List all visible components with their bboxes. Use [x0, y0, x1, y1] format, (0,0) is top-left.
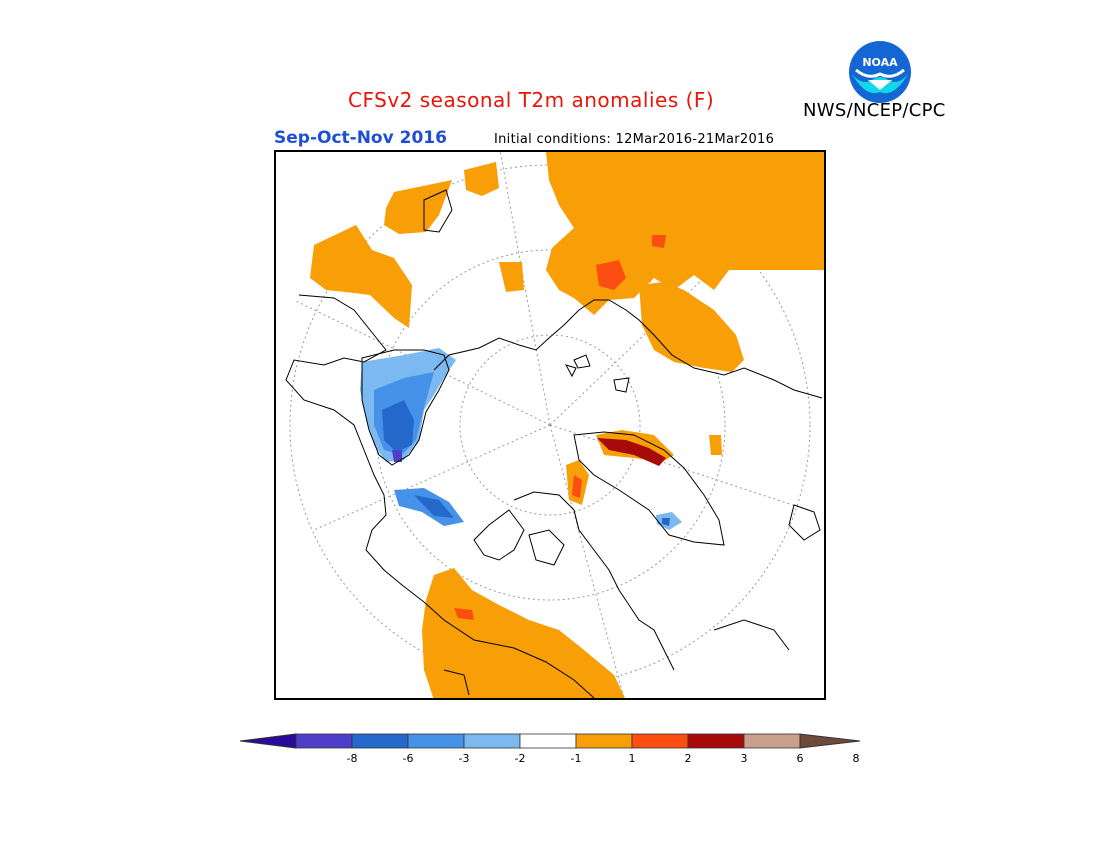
colorbar-tick-label: -3: [458, 752, 470, 765]
hemisphere-outline: [289, 164, 811, 686]
colorbar-bin: [463, 733, 521, 749]
colorbar-bin: [631, 733, 689, 749]
colorbar-tick-label: 1: [628, 752, 636, 765]
colorbar-tick-label: -8: [346, 752, 358, 765]
colorbar-tick-label: 2: [684, 752, 692, 765]
colorbar-arrow-right: [799, 733, 861, 749]
colorbar-bin: [575, 733, 633, 749]
colorbar-tick-label: 3: [740, 752, 748, 765]
cold-anomaly-regions: [360, 348, 682, 530]
colorbar-tick-label: 6: [796, 752, 804, 765]
coastlines: [285, 189, 823, 699]
season-label: Sep-Oct-Nov 2016: [274, 128, 447, 148]
map-border: [274, 150, 826, 700]
map-title: CFSv2 seasonal T2m anomalies (F): [348, 88, 715, 112]
colorbar-bins: [239, 733, 861, 749]
colorbar-tick-label: -1: [570, 752, 582, 765]
colorbar-bin: [743, 733, 801, 749]
colorbar: [239, 733, 861, 749]
colorbar-tick-label: -2: [514, 752, 526, 765]
colorbar-bin: [687, 733, 745, 749]
colorbar-bin: [519, 733, 577, 749]
colorbar-bin: [351, 733, 409, 749]
map-frame-content: [285, 151, 825, 699]
colorbar-tick-label: -6: [402, 752, 414, 765]
colorbar-bin: [295, 733, 353, 749]
latitude-circle: [374, 249, 726, 601]
colorbar-tick-label: 8: [852, 752, 860, 765]
anomaly-map: [274, 150, 826, 700]
agency-label: NWS/NCEP/CPC: [803, 100, 946, 121]
noaa-logo-text: NOAA: [862, 56, 898, 69]
colorbar-arrow-left: [239, 733, 297, 749]
noaa-logo-icon: NOAA: [849, 41, 911, 103]
initial-conditions-label: Initial conditions: 12Mar2016-21Mar2016: [494, 132, 775, 147]
colorbar-bin: [407, 733, 465, 749]
strong-warm-anomaly-regions: [454, 235, 666, 620]
warm-anomaly-regions: [310, 152, 825, 699]
latitude-circle-inner: [459, 334, 641, 516]
